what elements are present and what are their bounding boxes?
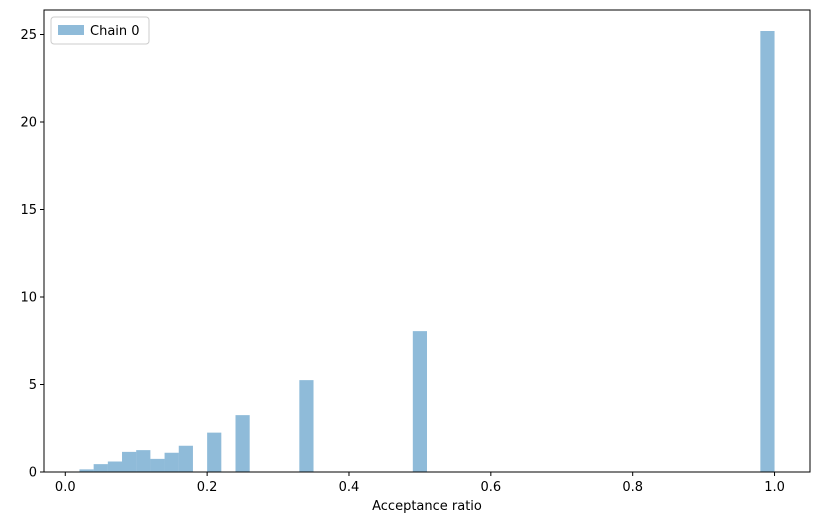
histogram-bar [412, 331, 427, 472]
x-tick-label: 0.6 [480, 480, 501, 495]
legend-label: Chain 0 [90, 24, 140, 39]
x-tick-label: 0.4 [339, 480, 360, 495]
x-axis-label: Acceptance ratio [372, 499, 482, 514]
histogram-bar [235, 415, 250, 472]
x-tick-label: 0.2 [197, 480, 218, 495]
histogram-bar [164, 452, 179, 472]
y-axis-ticks: 0 5 10 15 20 25 [20, 28, 44, 481]
histogram-bar [107, 461, 123, 472]
x-tick-label: 1.0 [764, 480, 785, 495]
histogram-bar [93, 464, 108, 472]
y-tick-label: 0 [29, 466, 37, 481]
histogram-bar [299, 380, 314, 472]
y-tick-label: 5 [29, 378, 37, 393]
histogram-bar [178, 445, 193, 472]
histogram-bar [122, 451, 137, 472]
legend-box [50, 16, 150, 45]
histogram-bar [150, 458, 165, 472]
histogram-bar [760, 31, 775, 472]
x-tick-label: 0.0 [55, 480, 76, 495]
y-tick-label: 20 [20, 116, 37, 131]
histogram-bar [136, 450, 151, 472]
x-axis-ticks: 0.0 0.2 0.4 0.6 0.8 1.0 [55, 472, 785, 495]
y-tick-label: 25 [20, 28, 37, 43]
legend: Chain 0 [50, 16, 150, 45]
axes-frame [43, 9, 811, 473]
x-tick-label: 0.8 [622, 480, 643, 495]
histogram-bar [79, 469, 94, 472]
bars-group [79, 31, 775, 472]
y-tick-label: 10 [20, 291, 37, 306]
y-tick-label: 15 [20, 203, 37, 218]
histogram-bar [207, 432, 222, 472]
legend-swatch [58, 25, 84, 35]
